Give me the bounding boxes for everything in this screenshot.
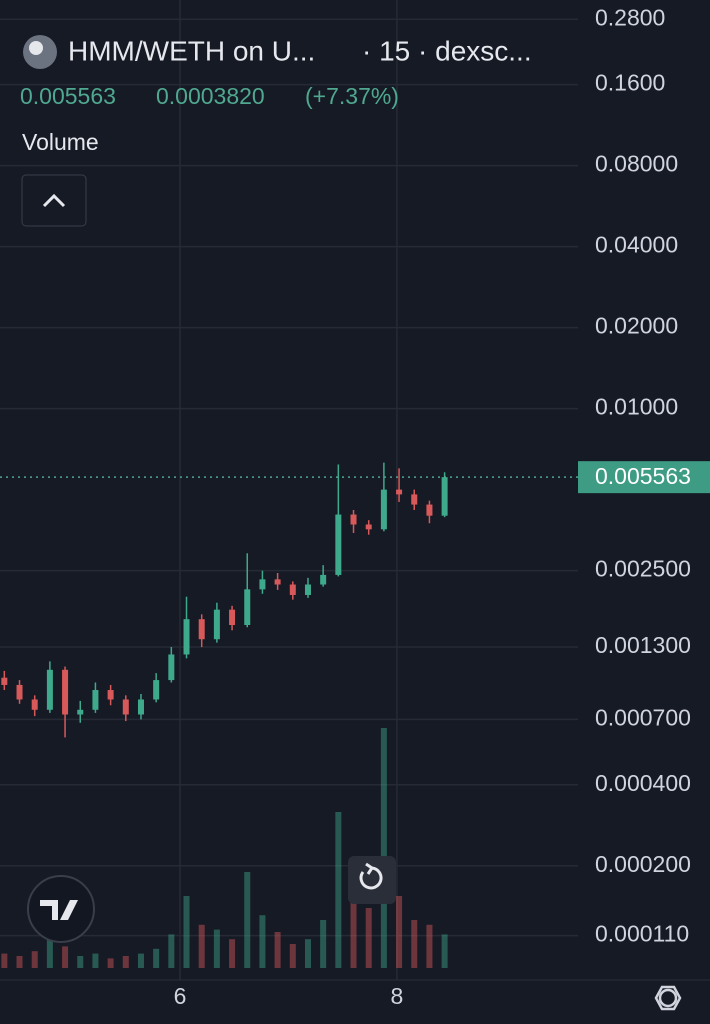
settings-icon-outline xyxy=(654,985,682,1011)
x-tick-label: 6 xyxy=(174,983,187,1009)
volume-bar xyxy=(107,958,114,968)
logo-button[interactable] xyxy=(27,875,95,943)
chevron-icon xyxy=(42,193,66,208)
y-tick-label: 0.01000 xyxy=(595,394,678,420)
volume-bar xyxy=(244,872,251,968)
volume-bar xyxy=(168,934,175,968)
volume-bar xyxy=(153,948,160,968)
volume-bar xyxy=(350,884,357,968)
candle-body xyxy=(107,690,114,700)
symbol-title: HMM/WETH on U... xyxy=(68,35,315,66)
volume-bar xyxy=(396,896,403,968)
volume-bar xyxy=(122,956,129,968)
volume-bar xyxy=(259,915,266,968)
candle-body xyxy=(77,709,84,715)
candle-body xyxy=(244,589,251,625)
y-tick-label: 0.000200 xyxy=(595,851,691,877)
candle-body xyxy=(62,669,69,715)
y-tick-label: 0.000110 xyxy=(595,921,689,947)
volume-bar xyxy=(380,728,387,968)
last-price-label: 0.005563 xyxy=(595,463,691,489)
candle-body xyxy=(137,699,144,715)
candle-body xyxy=(183,619,190,655)
candle-body xyxy=(396,489,403,495)
candle-body xyxy=(411,494,418,505)
volume-bar xyxy=(365,908,372,968)
volume-bar xyxy=(62,946,69,968)
volume-bar xyxy=(320,920,327,968)
volume-bar xyxy=(183,896,190,968)
candle-body xyxy=(46,669,53,710)
y-tick-label: 0.02000 xyxy=(595,313,678,339)
candle-body xyxy=(16,684,23,700)
volume-bar xyxy=(92,953,99,968)
candle-body xyxy=(92,690,99,710)
x-tick-label: 8 xyxy=(391,983,404,1009)
volume-bar xyxy=(137,953,144,968)
token-icon-detail xyxy=(29,41,43,55)
candle-body xyxy=(213,609,220,640)
y-tick-label: 0.04000 xyxy=(595,232,678,258)
volume-bar xyxy=(289,944,296,968)
volume-bar xyxy=(31,951,38,968)
candle-body xyxy=(168,654,175,681)
candle-body xyxy=(274,579,281,585)
candle-body xyxy=(426,504,433,516)
candle-body xyxy=(198,619,205,640)
candle-body xyxy=(229,609,236,625)
candle-body xyxy=(350,514,357,525)
volume-bar xyxy=(229,939,236,968)
last-price-tag xyxy=(578,461,710,494)
change-pct: (+7.37%) xyxy=(305,83,399,109)
volume-bar xyxy=(411,920,418,968)
change: 0.0003820 xyxy=(156,83,265,109)
candle-body xyxy=(380,489,387,530)
last-price: 0.005563 xyxy=(20,83,116,109)
y-tick-label: 0.1600 xyxy=(595,70,665,96)
logo xyxy=(40,900,78,920)
y-tick-label: 0.001300 xyxy=(595,632,691,658)
candle-body xyxy=(259,579,266,590)
symbol-meta: · 15 · dexsc... xyxy=(362,35,532,66)
volume-bar xyxy=(198,924,205,968)
candle-body xyxy=(365,524,372,530)
volume-bar xyxy=(1,953,8,968)
reset-button[interactable] xyxy=(348,856,396,904)
volume-bar xyxy=(304,939,311,968)
volume-bar xyxy=(46,939,53,968)
y-tick-label: 0.08000 xyxy=(595,151,678,177)
collapse-button[interactable] xyxy=(21,174,87,227)
candle-body xyxy=(122,699,129,715)
volume-bar xyxy=(426,924,433,968)
candle-body xyxy=(31,699,38,710)
candle-body xyxy=(320,574,327,585)
reset-icon xyxy=(359,862,383,890)
volume-bar xyxy=(16,956,23,968)
y-tick-label: 0.000400 xyxy=(595,770,691,796)
candle-body xyxy=(335,514,342,575)
candle-body xyxy=(441,477,448,516)
candle-body xyxy=(289,584,296,595)
study-label[interactable]: Volume xyxy=(22,129,99,155)
candle-body xyxy=(1,677,8,685)
y-tick-label: 0.2800 xyxy=(595,4,665,30)
volume-bar xyxy=(213,929,220,968)
settings-icon[interactable] xyxy=(658,988,678,1008)
volume-bar xyxy=(274,932,281,968)
candle-body xyxy=(153,680,160,700)
volume-bar xyxy=(441,934,448,968)
y-tick-label: 0.002500 xyxy=(595,556,691,582)
y-tick-label: 0.000700 xyxy=(595,704,691,730)
volume-bar xyxy=(77,956,84,968)
volume-bar xyxy=(335,812,342,968)
candle-body xyxy=(304,584,311,595)
